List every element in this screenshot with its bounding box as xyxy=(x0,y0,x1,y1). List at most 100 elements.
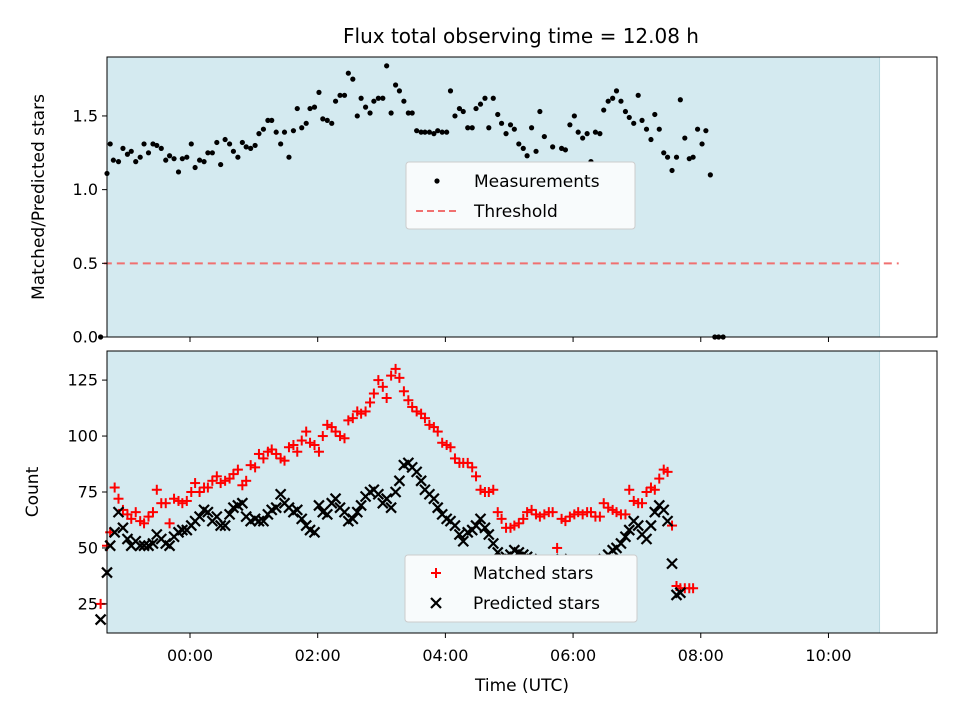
matched-star-point xyxy=(360,406,371,417)
bottom-panel: 25 50 75 100 125 00:00 02:00 04:00 06:00 08:00 10:… xyxy=(23,350,938,696)
measurement-point xyxy=(201,159,207,165)
measurement-point xyxy=(243,144,249,150)
matched-star-point xyxy=(492,507,503,518)
measurement-point xyxy=(610,95,616,101)
measurement-point xyxy=(707,172,713,178)
matched-star-point xyxy=(547,507,558,518)
measurement-point xyxy=(631,120,637,126)
matched-star-point xyxy=(147,507,158,518)
predicted-star-point xyxy=(380,492,393,505)
measurement-point xyxy=(584,131,590,137)
measurement-point xyxy=(324,117,330,123)
legend-x-glyph xyxy=(430,597,442,609)
measurement-point xyxy=(405,110,411,116)
measurement-point xyxy=(269,117,275,123)
measurement-point xyxy=(473,105,479,112)
measurement-point xyxy=(524,153,530,159)
matched-star-point xyxy=(654,473,665,484)
matched-star-point xyxy=(339,433,350,444)
legend-measurements-marker xyxy=(434,178,440,184)
matched-star-point xyxy=(573,507,584,518)
measurement-point xyxy=(222,136,228,143)
measurement-point xyxy=(392,82,399,88)
measurement-point xyxy=(320,116,326,122)
measurement-point xyxy=(260,126,267,132)
measurement-point xyxy=(230,148,237,154)
matched-star-point xyxy=(160,498,171,509)
y-tick-label: 75 xyxy=(78,483,98,502)
measurement-point xyxy=(375,95,381,101)
measurement-point xyxy=(439,129,445,135)
x-tick-label: 08:00 xyxy=(678,646,724,665)
matched-star-point xyxy=(143,511,154,522)
measurement-point xyxy=(120,145,126,151)
matched-star-point xyxy=(202,482,213,493)
measurement-point xyxy=(592,129,599,135)
predicted-star-point xyxy=(313,499,325,512)
measurement-point xyxy=(278,141,284,147)
measurement-point xyxy=(163,157,169,163)
measurement-point xyxy=(541,133,547,140)
measurement-point xyxy=(409,110,415,116)
predicted-star-point xyxy=(112,506,125,518)
measurement-point xyxy=(179,156,185,162)
measurement-point xyxy=(98,334,104,340)
matched-star-point xyxy=(628,495,639,506)
predicted-stars-points xyxy=(94,457,687,626)
predicted-star-point xyxy=(666,557,678,570)
predicted-star-point xyxy=(470,519,482,532)
measurement-point xyxy=(294,105,300,112)
measurement-point xyxy=(503,131,509,137)
matched-star-point xyxy=(437,437,448,448)
matched-star-point xyxy=(598,498,609,509)
measurement-point xyxy=(490,95,496,101)
measurement-point xyxy=(329,120,335,126)
matched-star-point xyxy=(347,413,358,424)
predicted-star-point xyxy=(202,506,214,518)
measurement-point xyxy=(188,141,194,147)
predicted-star-point xyxy=(223,508,236,521)
x-tick-label: 10:00 xyxy=(805,646,851,665)
predicted-star-point xyxy=(645,519,657,532)
matched-star-point xyxy=(283,442,294,453)
bottom-y-axis-label: Count xyxy=(23,466,43,517)
predicted-star-point xyxy=(657,504,670,516)
measurement-point xyxy=(537,108,543,115)
x-tick-label: 02:00 xyxy=(295,646,341,665)
measurement-point xyxy=(533,148,539,154)
legend-predicted-marker xyxy=(430,597,442,609)
measurement-point xyxy=(694,126,701,132)
predicted-star-point xyxy=(661,515,674,527)
measurement-point xyxy=(661,150,667,156)
measurement-point xyxy=(192,164,198,171)
measurement-point xyxy=(388,110,394,116)
measurement-point xyxy=(498,120,505,126)
top-axis-ticks: 0.0 0.5 1.0 1.5 xyxy=(73,106,829,347)
predicted-star-point xyxy=(329,492,342,505)
predicted-star-point xyxy=(257,515,270,527)
measurement-point xyxy=(648,136,654,143)
predicted-star-point xyxy=(214,519,227,532)
measurement-point xyxy=(528,125,535,131)
measurement-point xyxy=(507,122,514,128)
matched-star-point xyxy=(181,495,192,506)
measurement-point xyxy=(465,125,471,131)
matched-star-point xyxy=(220,475,231,486)
y-tick-label: 100 xyxy=(67,427,98,446)
measurement-point xyxy=(209,150,215,156)
y-tick-label: 0.0 xyxy=(73,328,98,347)
matched-star-point xyxy=(313,446,324,457)
measurement-point xyxy=(511,126,517,132)
predicted-star-point xyxy=(479,522,491,534)
measurement-point xyxy=(550,144,556,150)
predicted-star-point xyxy=(632,519,644,532)
predicted-star-point xyxy=(615,537,627,550)
measurement-point xyxy=(371,98,377,104)
predicted-star-point xyxy=(487,537,500,550)
matched-star-point xyxy=(241,475,252,486)
measurement-point xyxy=(567,122,573,128)
measurement-point xyxy=(290,128,297,134)
top-axes-frame xyxy=(106,56,938,338)
measurement-point xyxy=(418,129,424,135)
bottom-legend: Matched stars Predicted stars xyxy=(404,554,638,623)
